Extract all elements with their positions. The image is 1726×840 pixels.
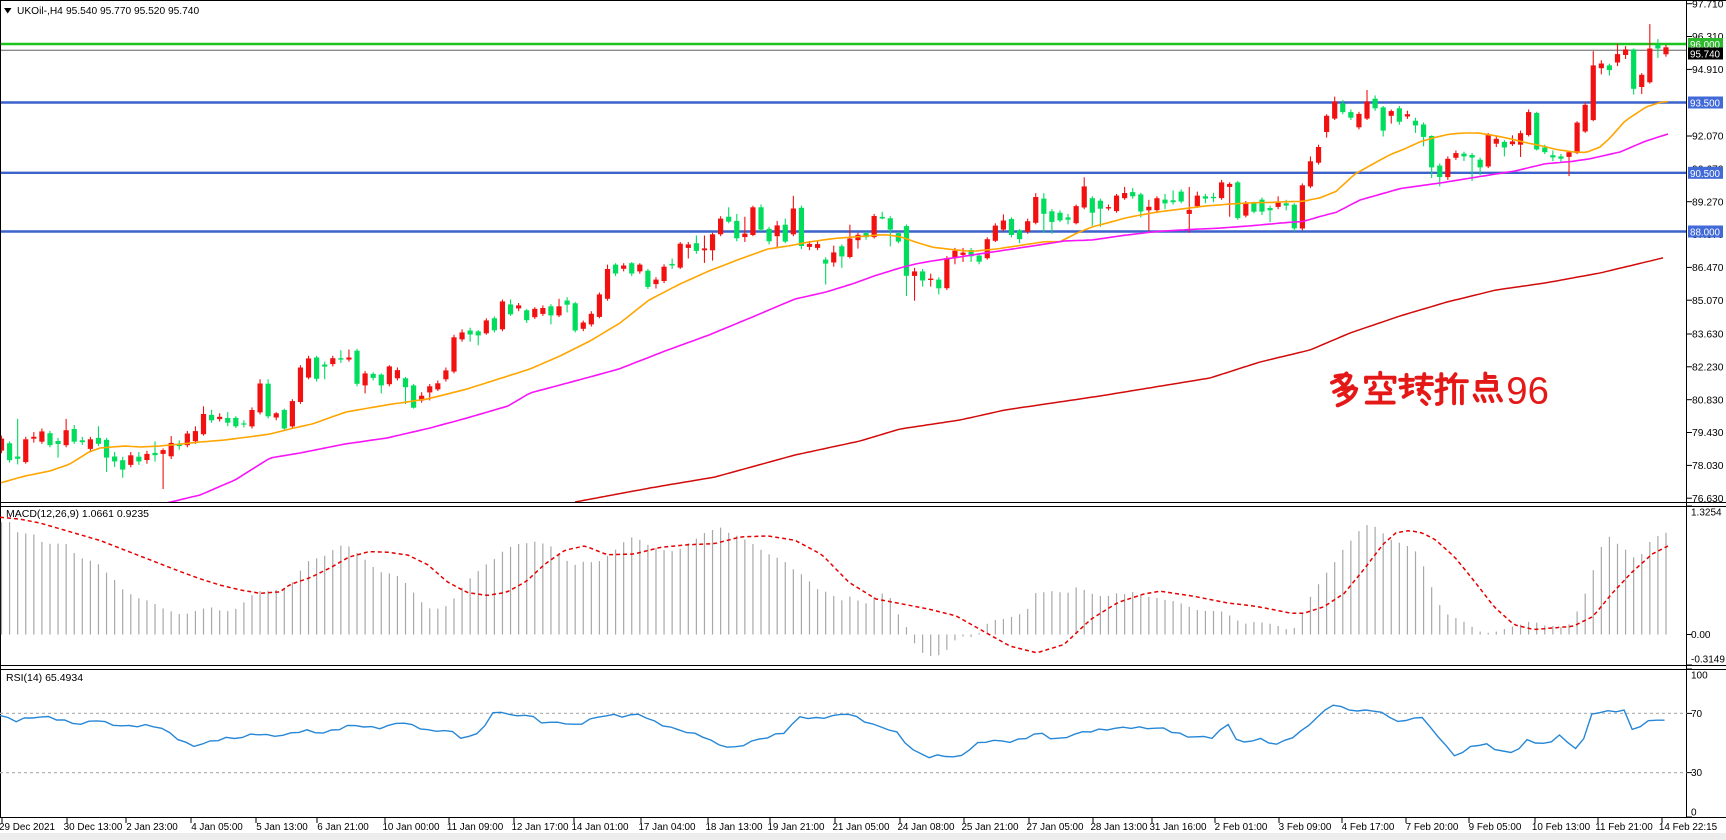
svg-text:96.310: 96.310 [1692,32,1724,43]
svg-text:4 Jan 05:00: 4 Jan 05:00 [191,822,243,833]
svg-text:1.3254: 1.3254 [1691,508,1722,519]
svg-text:10 Feb 13:00: 10 Feb 13:00 [1532,822,1591,833]
svg-text:31 Jan 16:00: 31 Jan 16:00 [1149,822,1207,833]
svg-text:11 Feb 21:00: 11 Feb 21:00 [1595,822,1653,833]
svg-text:MACD(12,26,9) 1.0661 0.9235: MACD(12,26,9) 1.0661 0.9235 [6,508,149,520]
svg-text:30 Dec 13:00: 30 Dec 13:00 [64,822,123,833]
svg-text:7 Feb 20:00: 7 Feb 20:00 [1406,822,1459,833]
svg-text:0.00: 0.00 [1691,630,1711,641]
svg-text:11 Jan 09:00: 11 Jan 09:00 [447,822,504,833]
svg-text:2 Feb 01:00: 2 Feb 01:00 [1215,822,1268,833]
svg-text:RSI(14) 65.4934: RSI(14) 65.4934 [6,672,83,684]
svg-text:18 Jan 13:00: 18 Jan 13:00 [705,822,763,833]
svg-text:30: 30 [1691,768,1703,779]
svg-text:21 Jan 05:00: 21 Jan 05:00 [832,822,890,833]
svg-text:29 Dec 2021: 29 Dec 2021 [0,822,56,833]
svg-text:10 Jan 00:00: 10 Jan 00:00 [382,822,440,833]
svg-text:-0.3149: -0.3149 [1691,655,1725,666]
svg-text:12 Jan 17:00: 12 Jan 17:00 [511,822,569,833]
svg-text:94.910: 94.910 [1692,65,1724,76]
svg-text:78.030: 78.030 [1692,461,1724,472]
svg-text:28 Jan 13:00: 28 Jan 13:00 [1090,822,1148,833]
svg-text:4 Feb 17:00: 4 Feb 17:00 [1342,822,1395,833]
svg-text:88.000: 88.000 [1690,228,1721,239]
svg-text:93.500: 93.500 [1690,99,1721,110]
svg-text:3 Feb 09:00: 3 Feb 09:00 [1279,822,1332,833]
svg-text:95.740: 95.740 [1690,50,1721,61]
svg-text:14 Jan 01:00: 14 Jan 01:00 [571,822,629,833]
svg-text:9 Feb 05:00: 9 Feb 05:00 [1469,822,1522,833]
svg-text:92.070: 92.070 [1692,132,1724,143]
svg-text:24 Jan 08:00: 24 Jan 08:00 [897,822,955,833]
svg-text:83.630: 83.630 [1692,330,1724,341]
svg-text:95.540 95.770 95.520 95.740: 95.540 95.770 95.520 95.740 [66,6,199,17]
svg-text:82.230: 82.230 [1692,362,1724,373]
svg-text:25 Jan 21:00: 25 Jan 21:00 [961,822,1019,833]
svg-text:90.500: 90.500 [1690,169,1721,180]
svg-text:79.430: 79.430 [1692,428,1724,439]
svg-text:14 Feb 22:15: 14 Feb 22:15 [1659,822,1718,833]
svg-text:80.830: 80.830 [1692,395,1724,406]
svg-text:UKOil-,H4: UKOil-,H4 [17,6,63,17]
svg-text:27 Jan 05:00: 27 Jan 05:00 [1026,822,1084,833]
svg-text:6 Jan 21:00: 6 Jan 21:00 [317,822,369,833]
svg-text:2 Jan 23:00: 2 Jan 23:00 [126,822,178,833]
svg-text:89.270: 89.270 [1692,197,1724,208]
svg-text:85.070: 85.070 [1692,296,1724,307]
svg-text:86.470: 86.470 [1692,263,1724,274]
svg-text:97.710: 97.710 [1692,0,1724,10]
svg-text:96.000: 96.000 [1690,40,1721,51]
svg-text:100: 100 [1691,671,1708,682]
svg-text:17 Jan 04:00: 17 Jan 04:00 [638,822,696,833]
svg-text:19 Jan 21:00: 19 Jan 21:00 [767,822,825,833]
svg-text:70: 70 [1691,709,1703,720]
svg-text:76.630: 76.630 [1692,494,1724,505]
svg-text:5 Jan 13:00: 5 Jan 13:00 [256,822,308,833]
svg-text:0: 0 [1691,808,1697,819]
svg-text:96: 96 [1506,369,1549,412]
